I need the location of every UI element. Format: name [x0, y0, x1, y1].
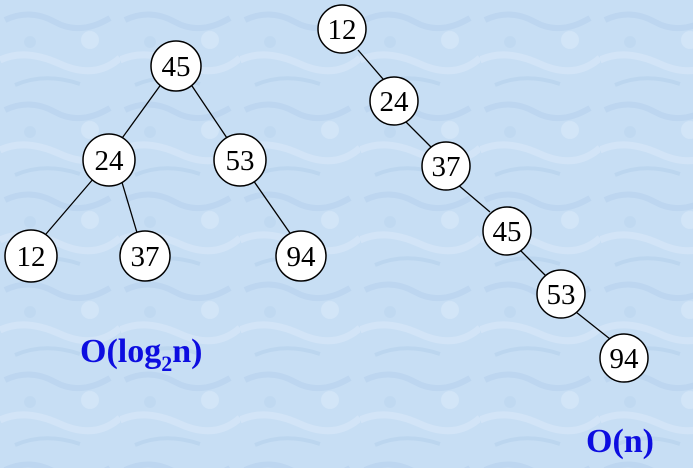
node-label: 94 — [610, 343, 640, 375]
edge-37-45 — [456, 183, 491, 213]
tree-node: 12 — [317, 4, 367, 54]
tree-node: 37 — [119, 230, 171, 282]
node-label: 45 — [162, 51, 191, 83]
node-label: 12 — [17, 241, 46, 273]
tree-node: 24 — [369, 76, 419, 126]
node-label: 53 — [547, 279, 576, 311]
balanced-tree-edges — [45, 82, 293, 237]
tree-node: 45 — [150, 40, 202, 92]
edge-24-12 — [45, 177, 95, 235]
tree-node: 94 — [275, 230, 327, 282]
caption-prefix: O(log — [80, 333, 161, 370]
tree-node: 24 — [82, 133, 136, 187]
edge-45-53 — [519, 249, 548, 278]
node-label: 12 — [328, 14, 357, 46]
tree-node: 37 — [421, 141, 471, 191]
balanced-tree: 45 24 53 12 37 94 — [4, 40, 327, 283]
skewed-complexity-caption: O(n) — [586, 423, 654, 460]
node-label: 37 — [131, 241, 160, 273]
edge-45-24 — [119, 82, 163, 142]
caption-subscript: 2 — [161, 351, 172, 376]
edge-53-94 — [252, 179, 293, 237]
tree-node: 94 — [599, 333, 649, 383]
node-label: 37 — [432, 151, 461, 183]
edge-53-94 — [575, 311, 611, 340]
edge-45-53 — [189, 82, 230, 142]
edge-12-24 — [357, 49, 384, 80]
caption-suffix: n) — [172, 333, 202, 370]
node-label: 24 — [380, 86, 410, 118]
node-label: 24 — [95, 145, 125, 177]
tree-node: 53 — [536, 269, 586, 319]
balanced-complexity-caption: O(log2n) — [80, 333, 202, 376]
tree-node: 45 — [482, 206, 532, 256]
node-label: 45 — [493, 216, 522, 248]
edge-24-37 — [120, 178, 139, 237]
edge-24-37 — [402, 118, 434, 150]
node-label: 53 — [226, 145, 255, 177]
tree-node: 53 — [213, 133, 267, 187]
skewed-tree: 12 24 37 45 53 94 — [317, 4, 649, 383]
skewed-tree-edges — [357, 49, 611, 340]
tree-node: 12 — [4, 229, 58, 283]
node-label: 94 — [287, 241, 317, 273]
